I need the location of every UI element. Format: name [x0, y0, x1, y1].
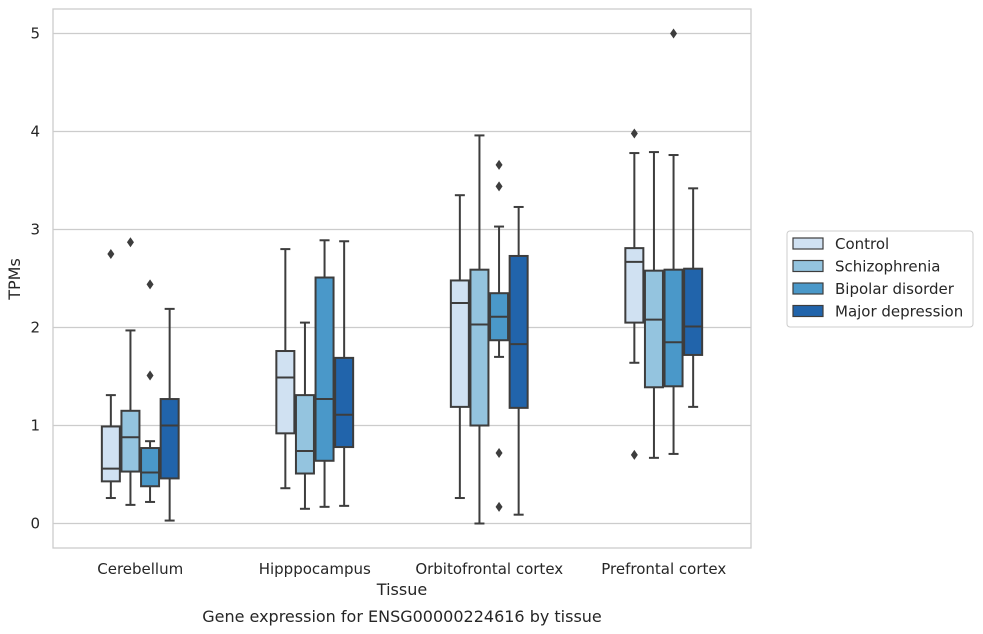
figure-caption: Gene expression for ENSG00000224616 by t… [202, 607, 602, 626]
outlier-point [126, 237, 134, 248]
outlier-point [630, 449, 638, 460]
x-tick-label: Orbitofrontal cortex [415, 560, 563, 578]
box-iqr [314, 276, 335, 462]
box-iqr [683, 267, 704, 356]
outlier-point [495, 447, 503, 458]
box-iqr [334, 356, 355, 449]
outlier-point [495, 159, 503, 170]
legend-swatch [792, 237, 824, 250]
legend-label: Control [835, 235, 889, 253]
tick-labels: 0 1 2 3 4 5 Cerebellum Hipppocampus Orbitofronta… [30, 25, 726, 579]
outlier-point [670, 28, 678, 39]
legend: Control Schizophrenia Bipolar disorder Majo… [786, 230, 974, 328]
box-plot [314, 239, 335, 508]
box-iqr [159, 398, 180, 480]
box-iqr [140, 447, 161, 488]
box-plot [294, 321, 315, 510]
y-tick-label: 5 [30, 25, 40, 43]
box-plot [275, 248, 296, 490]
box-iqr [508, 254, 529, 409]
y-axis-label: TPMs [5, 258, 24, 301]
x-tick-label: Prefrontal cortex [601, 560, 726, 578]
box-plot [624, 128, 645, 460]
box-iqr [469, 268, 490, 427]
y-tick-label: 0 [30, 515, 40, 533]
box-iqr [643, 269, 664, 389]
box-iqr [663, 268, 684, 388]
box-iqr [120, 409, 141, 473]
box-iqr [449, 279, 470, 408]
y-tick-label: 1 [30, 417, 40, 435]
y-tick-label: 4 [30, 123, 40, 141]
legend-label: Major depression [835, 303, 963, 321]
box-plot [643, 151, 664, 459]
box-plot [159, 307, 180, 522]
box-iqr [294, 394, 315, 475]
outlier-point [495, 501, 503, 512]
outlier-point [495, 181, 503, 192]
box-plot [100, 249, 121, 500]
outlier-point [146, 279, 154, 290]
box-iqr [624, 247, 645, 324]
legend-swatch [792, 282, 824, 295]
outlier-point [630, 128, 638, 139]
legend-frame [786, 230, 974, 328]
box-plot [469, 134, 490, 525]
legend-label: Schizophrenia [835, 258, 940, 276]
box-plot [120, 237, 141, 506]
box-iqr [100, 425, 121, 483]
box-plot [663, 28, 684, 455]
y-tick-label: 3 [30, 221, 40, 239]
legend-label: Bipolar disorder [835, 280, 955, 298]
plot-frame [52, 8, 752, 549]
legend-swatch [792, 259, 824, 273]
legend-swatch [792, 304, 824, 318]
x-axis-label: Tissue [376, 580, 427, 599]
box-plot [334, 240, 355, 507]
outlier-point [146, 370, 154, 381]
box-plot [508, 205, 529, 516]
outlier-point [107, 249, 115, 259]
box-plot [489, 159, 510, 512]
x-tick-label: Cerebellum [97, 560, 183, 578]
y-tick-label: 2 [30, 319, 40, 337]
box-plot [449, 194, 470, 500]
x-tick-label: Hipppocampus [259, 560, 371, 578]
box-plot [683, 187, 704, 408]
box-plots [100, 28, 704, 525]
box-iqr [275, 350, 296, 435]
box-plot [140, 279, 161, 503]
